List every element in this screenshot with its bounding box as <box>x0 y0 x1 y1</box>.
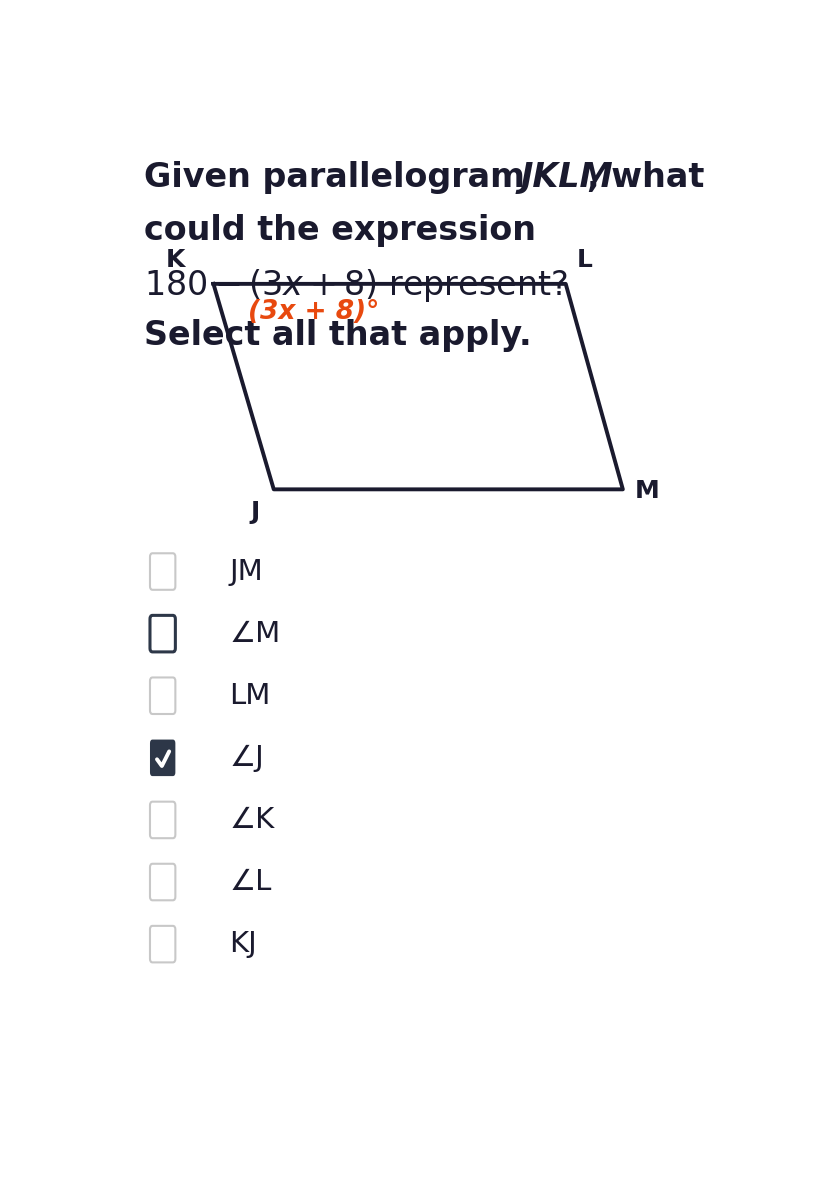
Text: , what: , what <box>586 160 704 193</box>
Text: JKLM: JKLM <box>521 160 613 193</box>
Text: K: K <box>165 248 185 272</box>
FancyBboxPatch shape <box>150 553 175 589</box>
Text: ∠K: ∠K <box>229 806 274 834</box>
Text: Select all that apply.: Select all that apply. <box>143 319 532 352</box>
Text: Given parallelogram: Given parallelogram <box>143 160 536 193</box>
Text: $180-(3x+8)$ represent?: $180-(3x+8)$ represent? <box>143 267 568 304</box>
FancyBboxPatch shape <box>150 677 175 714</box>
FancyBboxPatch shape <box>150 926 175 962</box>
FancyBboxPatch shape <box>150 802 175 839</box>
Text: LM: LM <box>229 682 271 709</box>
FancyBboxPatch shape <box>150 740 175 776</box>
Text: J: J <box>251 500 260 524</box>
FancyBboxPatch shape <box>150 863 175 900</box>
Text: ∠J: ∠J <box>229 744 264 772</box>
Text: ∠L: ∠L <box>229 868 272 897</box>
Text: could the expression: could the expression <box>143 213 536 247</box>
Text: (3x + 8)°: (3x + 8)° <box>248 299 380 325</box>
Text: KJ: KJ <box>229 930 257 958</box>
Text: L: L <box>577 248 593 272</box>
Text: M: M <box>634 479 659 503</box>
Text: JM: JM <box>229 557 263 586</box>
Text: ∠M: ∠M <box>229 619 281 648</box>
FancyBboxPatch shape <box>150 616 175 652</box>
